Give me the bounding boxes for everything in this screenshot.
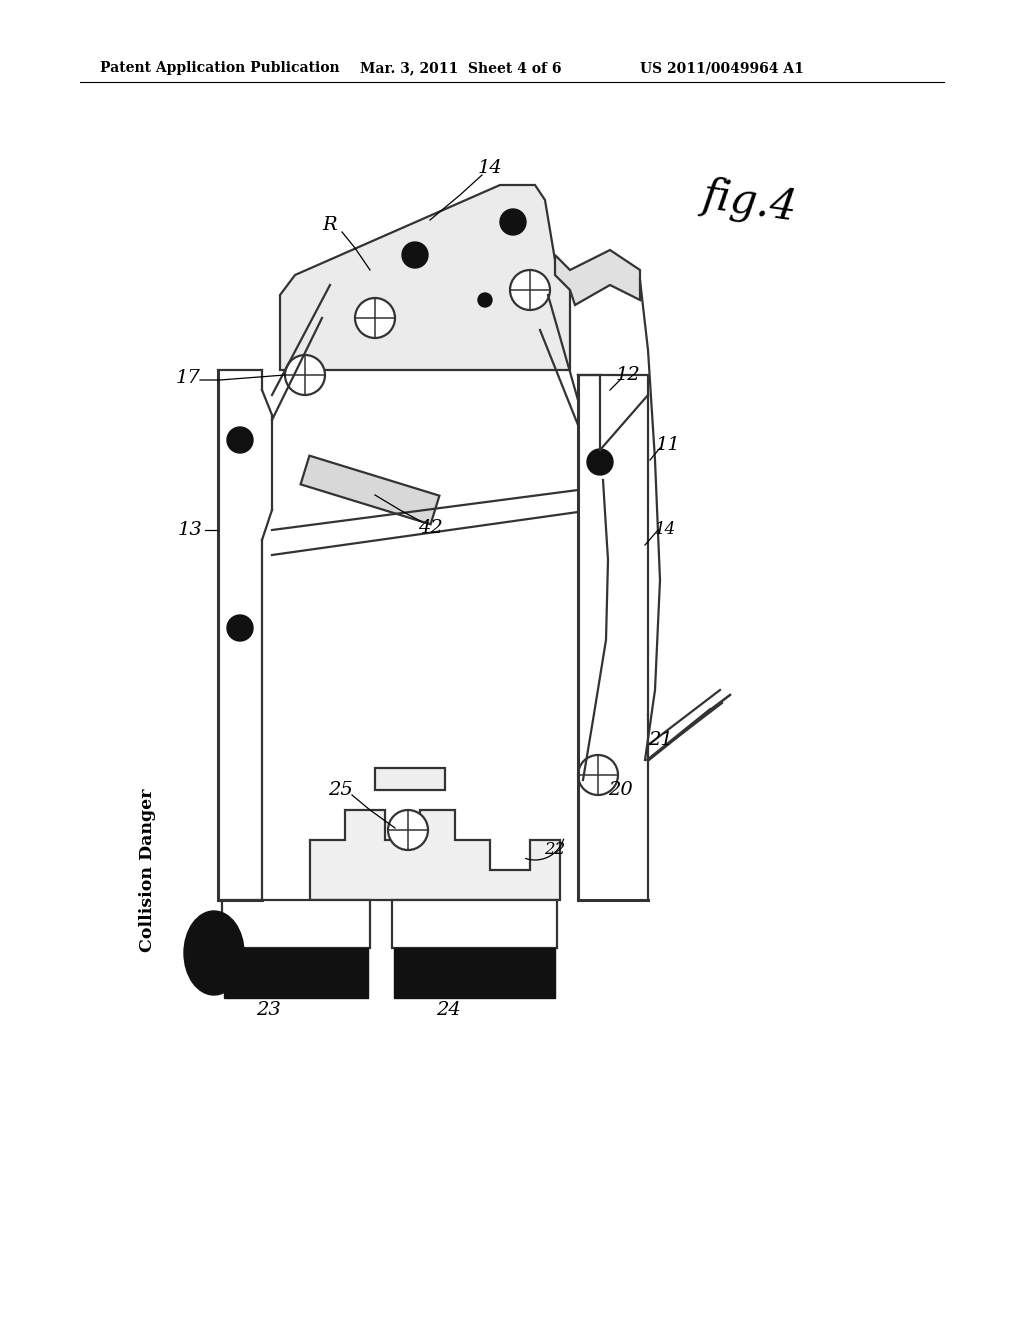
Text: 17: 17 (176, 370, 201, 387)
Text: 23: 23 (256, 1001, 281, 1019)
Circle shape (227, 426, 253, 453)
Text: 21: 21 (647, 731, 673, 748)
Circle shape (510, 271, 550, 310)
Polygon shape (301, 455, 439, 524)
Text: 25: 25 (328, 781, 352, 799)
Circle shape (587, 449, 613, 475)
Circle shape (388, 810, 428, 850)
Circle shape (285, 355, 325, 395)
Text: 12: 12 (615, 366, 640, 384)
Circle shape (478, 293, 492, 308)
Bar (200, 950, 228, 968)
Ellipse shape (184, 911, 244, 995)
Circle shape (227, 615, 253, 642)
Polygon shape (310, 810, 560, 900)
Text: US 2011/0049964 A1: US 2011/0049964 A1 (640, 61, 804, 75)
Circle shape (355, 298, 395, 338)
Text: R: R (323, 216, 337, 234)
Text: 13: 13 (177, 521, 203, 539)
Text: 22: 22 (545, 842, 565, 858)
Bar (224, 948, 368, 998)
Text: 14: 14 (477, 158, 503, 177)
Bar (394, 948, 555, 998)
Polygon shape (555, 249, 640, 305)
Text: 14: 14 (654, 521, 676, 539)
Polygon shape (280, 185, 570, 370)
Text: 42: 42 (418, 519, 442, 537)
Text: Collision Danger: Collision Danger (139, 788, 157, 952)
Polygon shape (375, 768, 445, 789)
Text: Patent Application Publication: Patent Application Publication (100, 61, 340, 75)
Text: fig.4: fig.4 (700, 174, 800, 230)
Bar (222, 900, 370, 948)
Circle shape (500, 209, 526, 235)
Circle shape (578, 755, 618, 795)
Text: Mar. 3, 2011  Sheet 4 of 6: Mar. 3, 2011 Sheet 4 of 6 (360, 61, 561, 75)
Circle shape (402, 242, 428, 268)
Text: 20: 20 (607, 781, 633, 799)
Bar (392, 900, 557, 948)
Text: 24: 24 (435, 1001, 461, 1019)
Text: 11: 11 (655, 436, 680, 454)
